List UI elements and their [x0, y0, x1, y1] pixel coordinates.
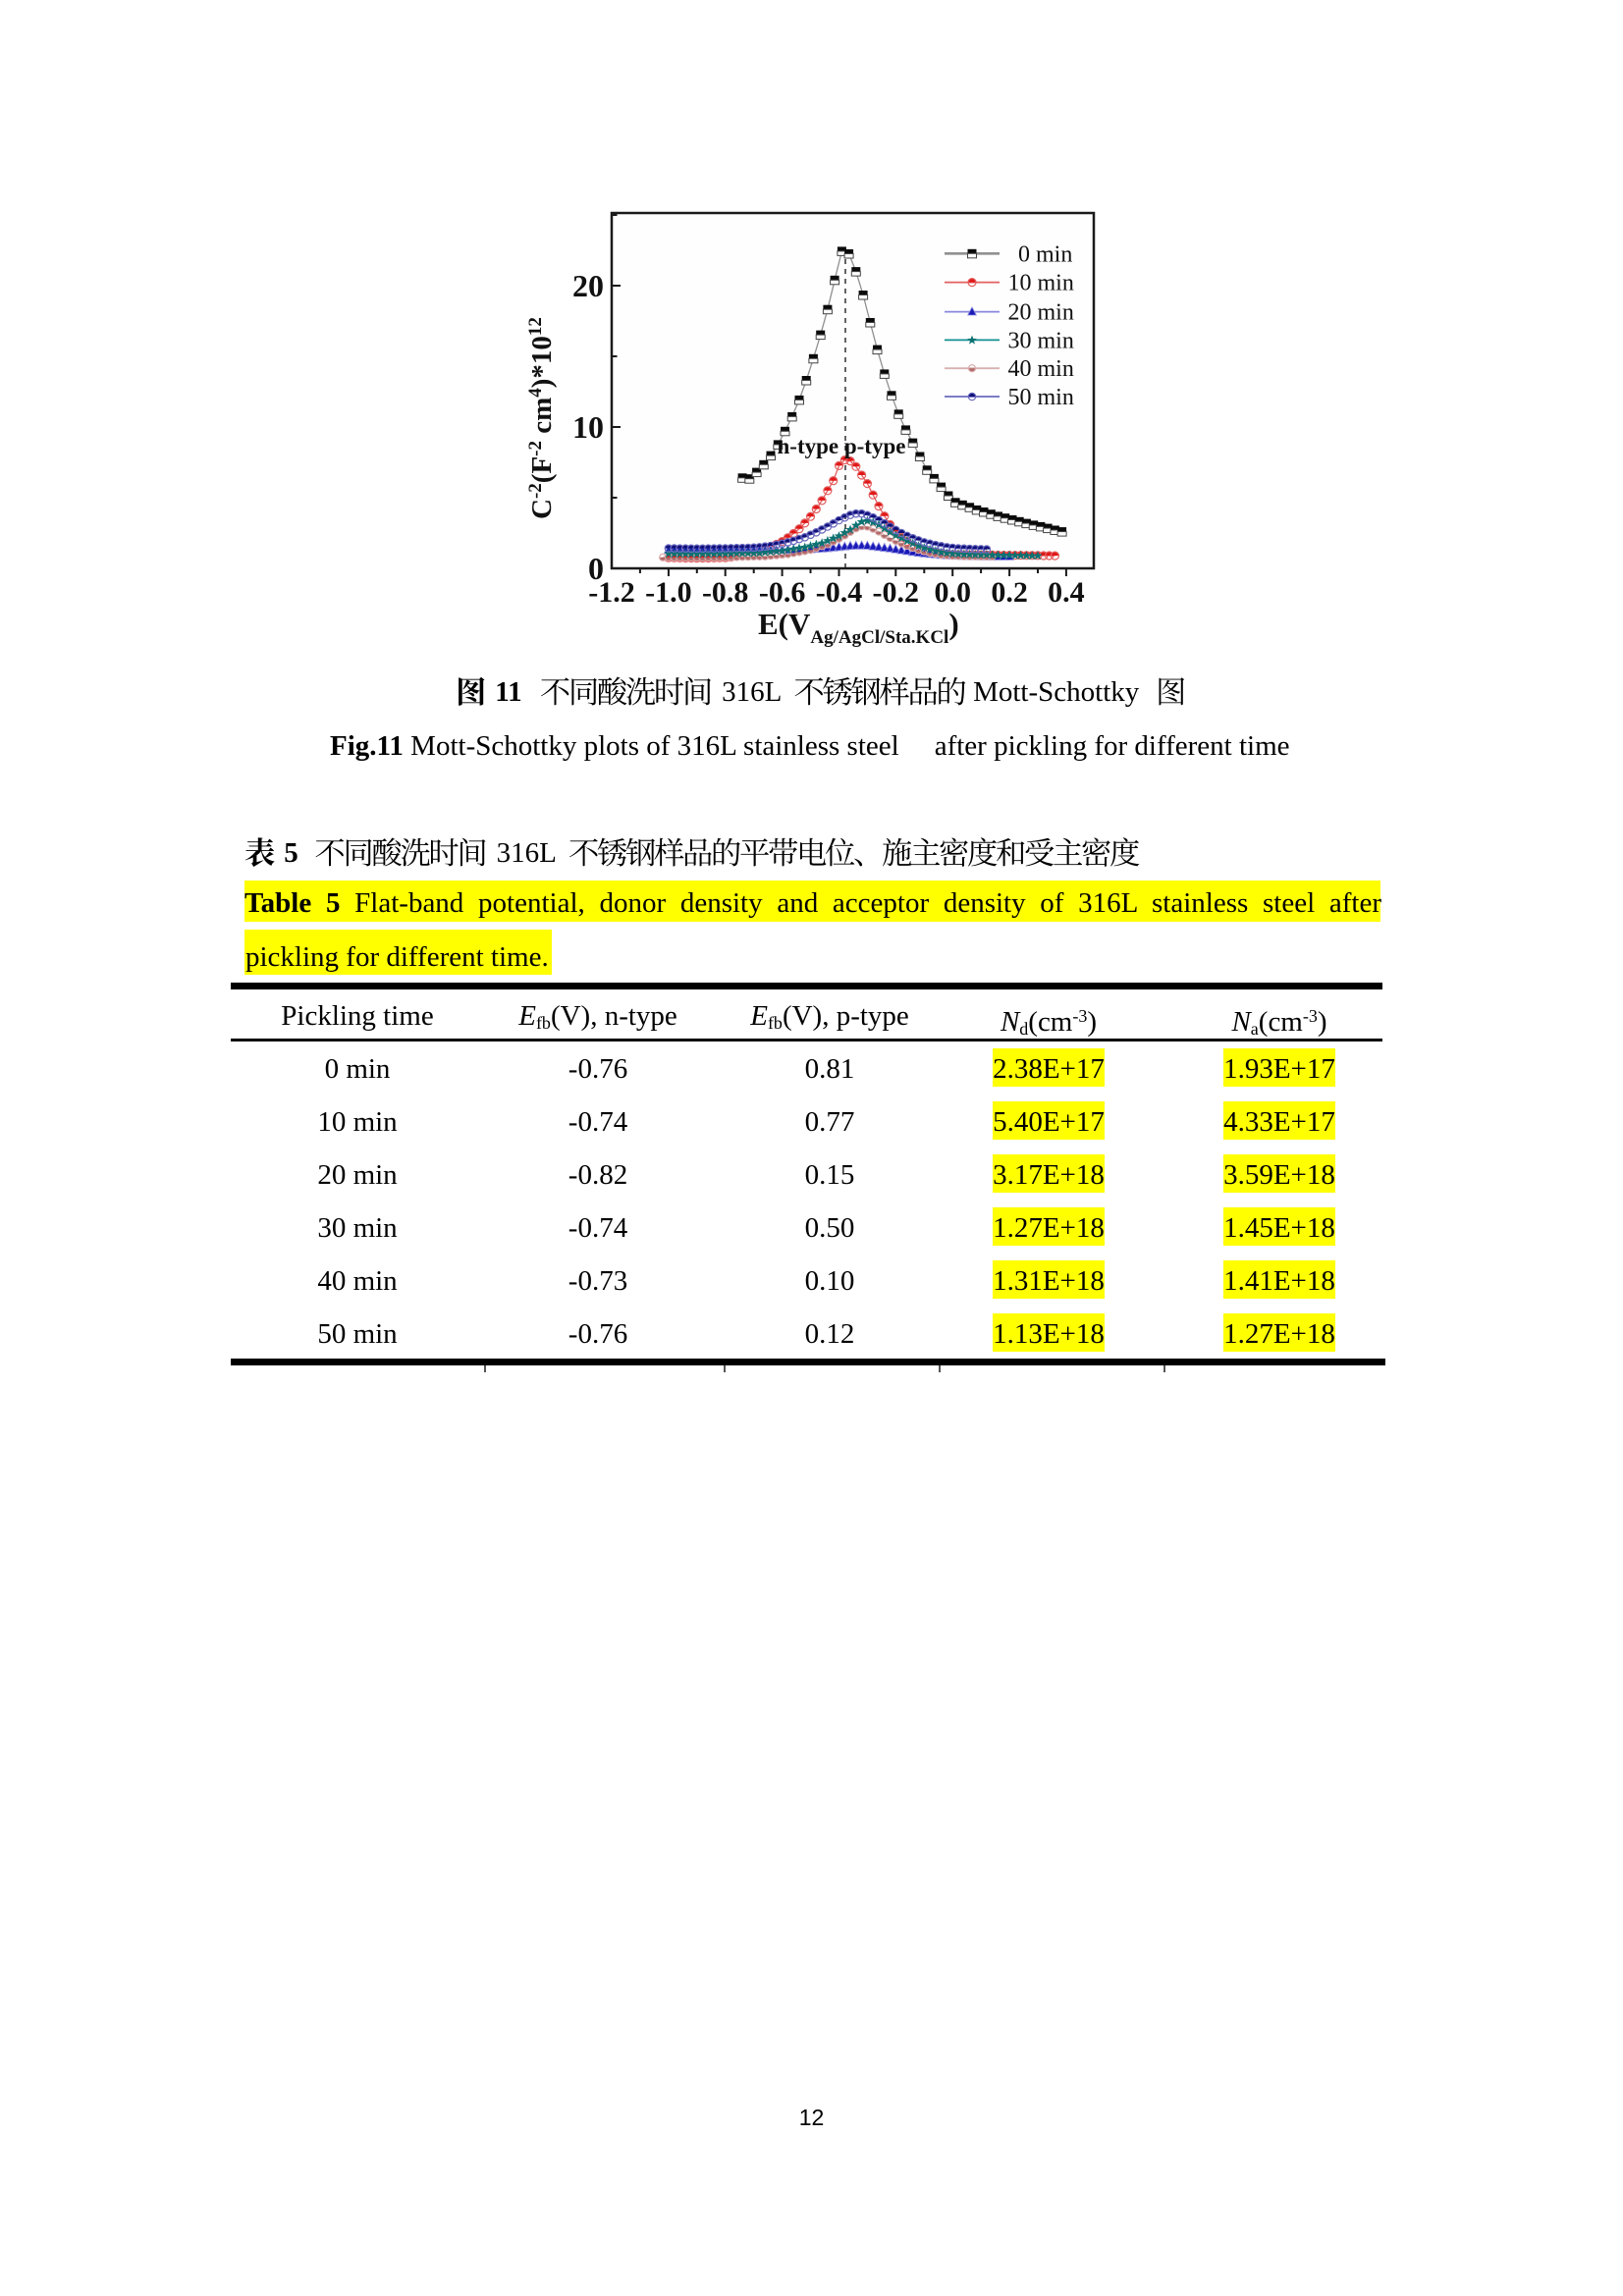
svg-text:C-2(F-2 cm4)*1012: C-2(F-2 cm4)*1012: [525, 317, 558, 519]
svg-text:n-type p-type: n-type p-type: [778, 434, 906, 458]
svg-text:Mott-Schottky: Mott-Schottky: [973, 676, 1140, 708]
svg-text:5: 5: [284, 837, 298, 869]
svg-text:0: 0: [588, 551, 604, 586]
svg-text:40 min: 40 min: [1008, 356, 1074, 382]
svg-text:30 min: 30 min: [1008, 328, 1074, 353]
svg-text:-0.4: -0.4: [816, 576, 863, 609]
svg-text:-1.0: -1.0: [645, 576, 692, 609]
svg-text:-1.2: -1.2: [588, 576, 635, 609]
svg-text:50 min: 50 min: [1008, 385, 1074, 410]
svg-text:0.4: 0.4: [1048, 576, 1085, 609]
svg-text:20 min: 20 min: [1008, 300, 1074, 326]
svg-text:0.2: 0.2: [991, 576, 1028, 609]
svg-text:-0.8: -0.8: [702, 576, 749, 609]
svg-text:316L: 316L: [497, 837, 557, 869]
svg-text:316L: 316L: [722, 676, 782, 708]
svg-text:10: 10: [572, 409, 604, 445]
svg-text:10 min: 10 min: [1008, 271, 1074, 296]
svg-text:20: 20: [572, 268, 604, 303]
svg-text:11: 11: [495, 676, 521, 708]
svg-text:0 min: 0 min: [1018, 241, 1072, 267]
svg-text:E(VAg/AgCl/Sta.KCl): E(VAg/AgCl/Sta.KCl): [758, 607, 959, 648]
svg-text:-0.6: -0.6: [759, 576, 806, 609]
svg-text:-0.2: -0.2: [873, 576, 920, 609]
svg-text:0.0: 0.0: [934, 576, 971, 609]
